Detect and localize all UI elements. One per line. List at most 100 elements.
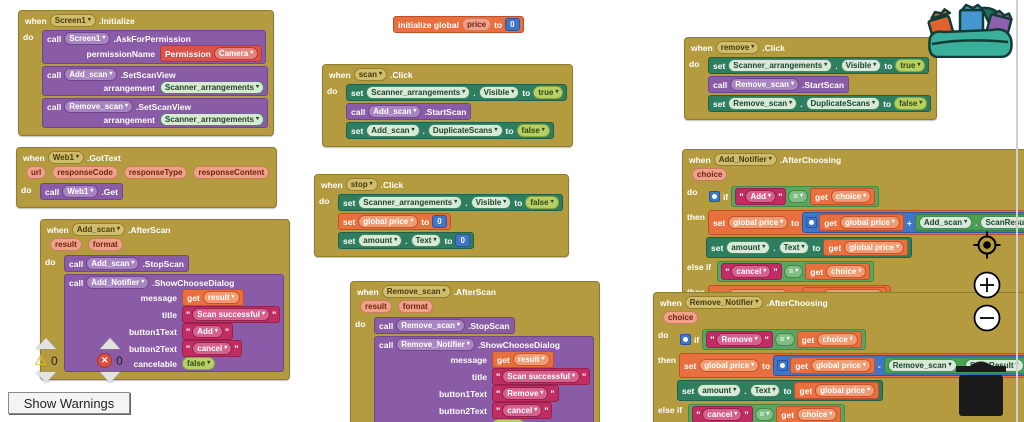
mutator-gear-icon[interactable]	[709, 191, 720, 202]
block-when-web1-gottext[interactable]: when Web1 ▾ .GotText url responseCode response…	[16, 147, 278, 208]
dropdown-pill[interactable]: scan ▾	[353, 68, 387, 81]
dropdown-pill[interactable]: false▾	[516, 124, 550, 137]
error-up-arrow[interactable]	[100, 338, 120, 349]
dropdown-pill[interactable]: false▾	[525, 196, 559, 209]
dropdown-pill[interactable]: Add_scan ▾	[918, 216, 973, 229]
warning-down-arrow[interactable]	[36, 372, 56, 383]
dropdown-pill[interactable]: global price▾	[728, 216, 789, 229]
value-block[interactable]: " Add ▾ "	[735, 188, 787, 205]
statement-block[interactable]: call Remove_scan ▾ .StartScan	[708, 76, 850, 93]
value-block[interactable]: " cancel ▾ " = ▾ get choice ▾	[688, 404, 846, 422]
dropdown-pill[interactable]: choice ▾	[830, 190, 872, 203]
value-block[interactable]: " Scan successful ▾ "	[492, 368, 591, 385]
statement-block[interactable]: set amount ▾. Text ▾ to get global price ▾	[706, 237, 913, 258]
value-block[interactable]: " Add ▾ " = ▾ get choice ▾	[731, 186, 880, 207]
dropdown-pill[interactable]: global price▾	[810, 359, 871, 372]
trash-can[interactable]	[950, 358, 1012, 418]
statement-block[interactable]: " cancel ▾ " = ▾ get choice ▾	[714, 260, 877, 283]
dropdown-pill[interactable]: Camera ▾	[213, 47, 259, 60]
dropdown-pill[interactable]: choice ▾	[826, 265, 867, 278]
dropdown-pill[interactable]: Visible ▾	[470, 196, 512, 209]
mutator-gear-icon[interactable]	[806, 217, 818, 228]
backpack-icon[interactable]	[924, 2, 1021, 58]
statement-block[interactable]: call Add_Notifier ▾ .ShowChooseDialog messag…	[64, 274, 285, 372]
block-when-remove-notifier-afterchoosing[interactable]: when Remove_Notifier ▾ .AfterChoosing choice…	[653, 292, 1024, 422]
statement-block[interactable]: set global price ▾ to 0	[338, 213, 451, 230]
statement-block[interactable]: call Web1 ▾ .Get	[40, 183, 123, 200]
dropdown-pill[interactable]: Add_scan ▾	[366, 124, 420, 137]
statement-block[interactable]: call Add_scan ▾ .StopScan	[64, 255, 189, 272]
dropdown-pill[interactable]: Text ▾	[778, 241, 810, 254]
statement-block[interactable]: set amount ▾. Text ▾ to 0	[338, 232, 474, 249]
dropdown-pill[interactable]: Add_scan ▾	[71, 223, 125, 236]
value-block[interactable]: Add_scan▾.ScanResult▾	[914, 214, 1024, 231]
dropdown-pill[interactable]: global price▾	[844, 241, 905, 254]
value-block[interactable]: Permission Camera ▾	[160, 45, 263, 62]
block-when-scan-click[interactable]: when scan ▾ .Click do set Scanner_arrangements…	[322, 64, 574, 147]
dropdown-pill[interactable]: amount ▾	[697, 384, 742, 397]
dropdown-pill[interactable]: global price▾	[839, 216, 900, 229]
value-block[interactable]: " cancel ▾ "	[692, 406, 753, 422]
statement-block[interactable]: call Add_scan ▾ .StartScan	[346, 103, 472, 120]
statement-block[interactable]: call Remove_Notifier ▾ .ShowChooseDialog mes…	[374, 336, 595, 422]
dropdown-pill[interactable]: result ▾	[512, 353, 550, 366]
dropdown-pill[interactable]: Scanner_arrangements ▾	[160, 113, 264, 126]
statement-block[interactable]: set Scanner_arrangements ▾. Visible ▾ to true ▾	[708, 57, 930, 74]
value-block[interactable]: get choice ▾	[810, 188, 876, 205]
dropdown-pill[interactable]: cancel ▾	[731, 265, 772, 278]
mutator-gear-icon[interactable]	[680, 334, 691, 345]
statement-block[interactable]: " cancel ▾ " = ▾ get choice ▾	[685, 403, 848, 422]
dropdown-pill[interactable]: Add_Notifier ▾	[713, 153, 777, 166]
statement-block[interactable]: set Scanner_arrangements ▾. Visible ▾ to false…	[338, 194, 563, 211]
dropdown-pill[interactable]: amount ▾	[358, 234, 403, 247]
dropdown-pill[interactable]: Remove_scan ▾	[728, 97, 798, 110]
dropdown-pill[interactable]: Web1 ▾	[47, 151, 84, 164]
dropdown-pill[interactable]: Text ▾	[749, 384, 781, 397]
mutator-gear-icon[interactable]	[777, 360, 789, 371]
block-when-remove-click[interactable]: when remove ▾ .Click do set Scanner_arrangemen…	[684, 37, 938, 120]
block-when-remove-scan-afterscan[interactable]: when Remove_scan ▾ .AfterScan result format do…	[350, 281, 601, 422]
center-blocks-button[interactable]	[972, 230, 1002, 260]
value-block[interactable]: " Add ▾ "	[182, 323, 234, 340]
statement-block[interactable]: call Remove_scan ▾ .StopScan	[374, 317, 515, 334]
dropdown-pill[interactable]: DuplicateScans ▾	[427, 124, 503, 137]
value-block[interactable]: get choice ▾	[776, 406, 842, 422]
value-block[interactable]: " Remove ▾ " = ▾ get choice ▾	[702, 329, 866, 350]
dropdown-pill[interactable]: Scanner_arrangements ▾	[358, 196, 463, 209]
dropdown-pill[interactable]: global price▾	[815, 384, 876, 397]
dropdown-pill[interactable]: false▾	[894, 97, 928, 110]
dropdown-pill[interactable]: = ▾	[774, 333, 795, 346]
dropdown-pill[interactable]: ScanResult▾	[980, 216, 1024, 229]
dropdown-pill[interactable]: choice ▾	[797, 408, 838, 421]
value-block[interactable]: " cancel ▾ "	[492, 402, 553, 419]
dropdown-pill[interactable]: false▾	[182, 357, 216, 370]
dropdown-pill[interactable]: Remove_scan ▾	[381, 285, 451, 298]
dropdown-pill[interactable]: Remove_Notifier ▾	[684, 296, 764, 309]
dropdown-pill[interactable]: = ▾	[783, 265, 804, 278]
dropdown-pill[interactable]: Scan successful ▾	[192, 308, 270, 321]
dropdown-pill[interactable]: Screen1 ▾	[49, 14, 96, 27]
value-block[interactable]: " Remove ▾ "	[492, 385, 559, 402]
dropdown-pill[interactable]: Remove_scan ▾	[887, 359, 957, 372]
value-block[interactable]: get choice ▾	[805, 263, 871, 280]
dropdown-pill[interactable]: Remove ▾	[502, 387, 549, 400]
dropdown-pill[interactable]: Add_scan ▾	[86, 257, 140, 270]
dropdown-pill[interactable]: global price▾	[699, 359, 760, 372]
warning-up-arrow[interactable]	[36, 338, 56, 349]
dropdown-pill[interactable]: Remove_scan ▾	[730, 78, 800, 91]
dropdown-pill[interactable]: choice ▾	[817, 333, 858, 346]
value-block[interactable]: get choice ▾	[796, 331, 862, 348]
dropdown-pill[interactable]: Visible ▾	[840, 59, 882, 72]
dropdown-pill[interactable]: Scanner_arrangements ▾	[366, 86, 471, 99]
value-block[interactable]: " Remove ▾ "	[706, 331, 773, 348]
dropdown-pill[interactable]: Add_Notifier ▾	[86, 276, 150, 289]
dropdown-pill[interactable]: Add_scan ▾	[368, 105, 422, 118]
value-block[interactable]: " cancel ▾ "	[721, 263, 782, 280]
dropdown-pill[interactable]: Remove ▾	[716, 333, 763, 346]
dropdown-pill[interactable]: true ▾	[533, 86, 564, 99]
